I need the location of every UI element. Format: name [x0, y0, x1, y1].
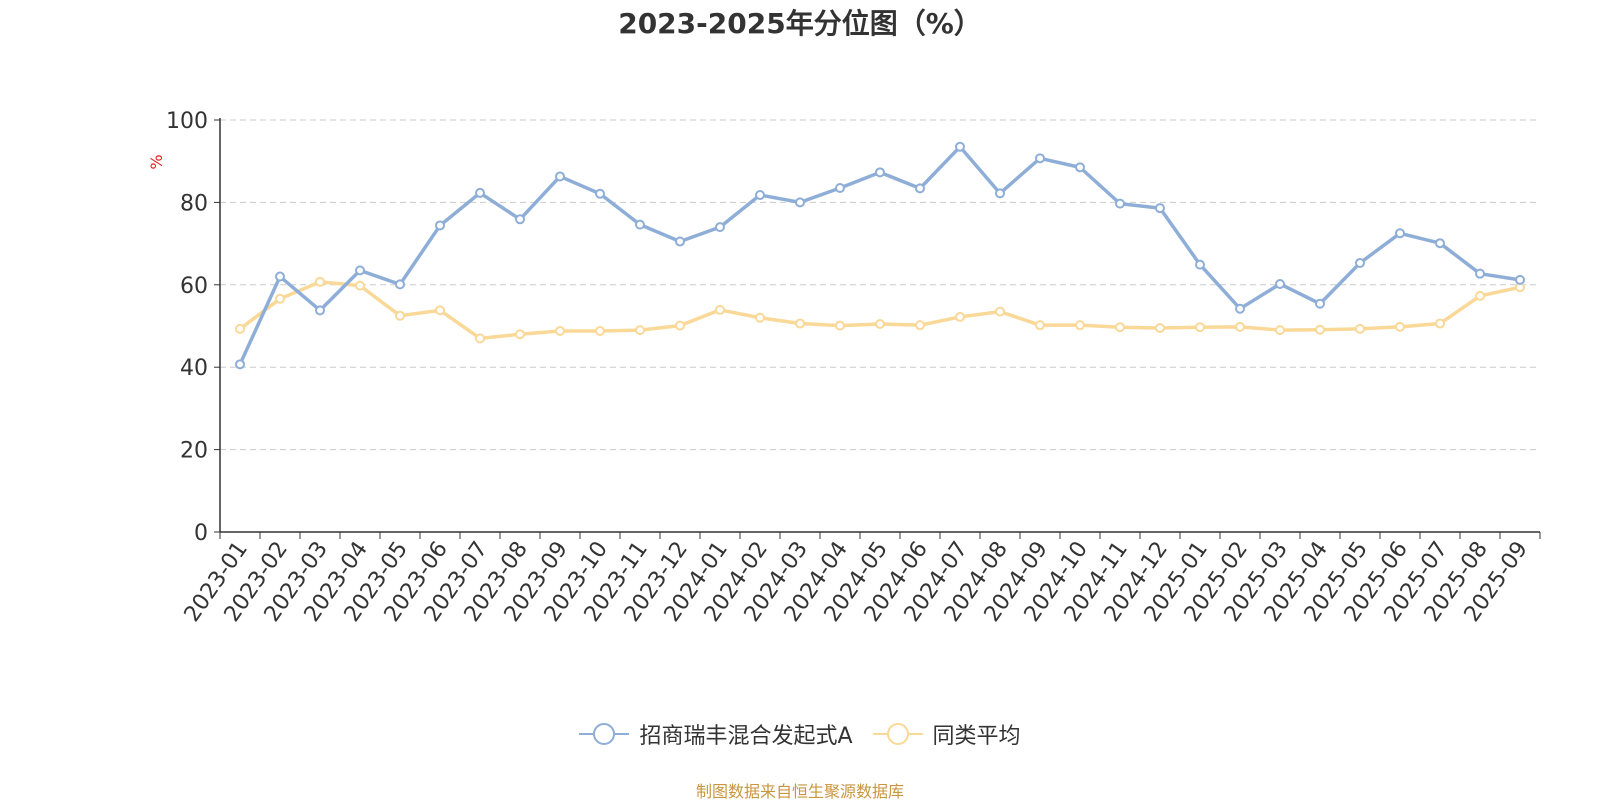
data-point[interactable] [675, 236, 685, 247]
data-point[interactable] [1235, 303, 1245, 314]
legend: 招商瑞丰混合发起式A 同类平均 [0, 718, 1600, 750]
data-point[interactable] [515, 214, 525, 225]
series-1 [235, 276, 1525, 344]
series-line [238, 145, 1521, 366]
data-point[interactable] [395, 279, 405, 290]
data-point[interactable] [675, 320, 685, 331]
data-point[interactable] [515, 329, 525, 340]
y-tick-label: 60 [180, 274, 208, 299]
legend-label-fund: 招商瑞丰混合发起式A [639, 724, 853, 749]
data-point[interactable] [315, 305, 325, 316]
data-point[interactable] [1275, 325, 1285, 336]
series-line [238, 280, 1521, 341]
data-point[interactable] [435, 305, 445, 316]
data-source-note: 制图数据来自恒生聚源数据库 [695, 782, 904, 801]
data-point[interactable] [1195, 322, 1205, 333]
data-point[interactable] [755, 189, 765, 200]
data-point[interactable] [555, 325, 565, 336]
percentile-line-chart: 020406080100%2023-012023-022023-032023-0… [147, 109, 1541, 627]
data-point[interactable] [715, 222, 725, 233]
data-point[interactable] [595, 325, 605, 336]
series-0 [235, 141, 1525, 370]
data-point[interactable] [235, 323, 245, 334]
data-point[interactable] [875, 167, 885, 178]
data-point[interactable] [1035, 320, 1045, 331]
data-point[interactable] [835, 320, 845, 331]
data-point[interactable] [1515, 274, 1525, 285]
y-tick-label: 100 [166, 109, 208, 134]
data-point[interactable] [435, 220, 445, 231]
data-point[interactable] [635, 219, 645, 230]
data-point[interactable] [995, 188, 1005, 199]
legend-marker-fund-icon [579, 723, 630, 745]
data-point[interactable] [275, 271, 285, 282]
data-point[interactable] [1155, 323, 1165, 334]
data-point[interactable] [315, 276, 325, 287]
data-point[interactable] [1075, 162, 1085, 173]
y-tick-label: 20 [180, 439, 208, 464]
legend-item-average[interactable]: 同类平均 [872, 718, 1021, 750]
y-tick-label: 0 [194, 521, 208, 546]
grid-lines [220, 119, 1540, 451]
data-point[interactable] [1155, 203, 1165, 214]
data-point[interactable] [755, 312, 765, 323]
data-point[interactable] [1395, 228, 1405, 239]
legend-label-average: 同类平均 [932, 724, 1021, 749]
data-point[interactable] [355, 265, 365, 276]
data-point[interactable] [475, 333, 485, 344]
data-point[interactable] [1395, 321, 1405, 332]
data-point[interactable] [395, 310, 405, 321]
data-point[interactable] [795, 318, 805, 329]
data-point[interactable] [1475, 290, 1485, 301]
data-point[interactable] [595, 188, 605, 199]
data-point[interactable] [1475, 268, 1485, 279]
data-point[interactable] [1075, 320, 1085, 331]
data-point[interactable] [275, 293, 285, 304]
data-point[interactable] [875, 318, 885, 329]
data-point[interactable] [1235, 321, 1245, 332]
data-point[interactable] [555, 171, 565, 182]
data-point[interactable] [1435, 318, 1445, 329]
data-point[interactable] [1315, 298, 1325, 309]
data-point[interactable] [995, 306, 1005, 317]
data-point[interactable] [1435, 238, 1445, 249]
data-point[interactable] [1315, 324, 1325, 335]
series-lines [235, 141, 1525, 370]
legend-item-fund[interactable]: 招商瑞丰混合发起式A [579, 718, 853, 750]
data-point[interactable] [955, 311, 965, 322]
data-point[interactable] [635, 325, 645, 336]
legend-marker-average-icon [872, 723, 923, 745]
chart-title: 2023-2025年分位图（%） [618, 7, 982, 40]
data-point[interactable] [475, 187, 485, 198]
data-point[interactable] [1115, 322, 1125, 333]
data-point[interactable] [1355, 257, 1365, 268]
y-tick-label: 80 [180, 191, 208, 216]
data-point[interactable] [915, 320, 925, 331]
data-point[interactable] [1035, 153, 1045, 164]
data-point[interactable] [1115, 198, 1125, 209]
y-axis-label: % [147, 154, 166, 169]
data-point[interactable] [1355, 323, 1365, 334]
data-point[interactable] [955, 141, 965, 152]
data-point[interactable] [795, 197, 805, 208]
data-point[interactable] [235, 359, 245, 370]
data-point[interactable] [355, 280, 365, 291]
y-tick-label: 40 [180, 356, 208, 381]
data-point[interactable] [1195, 259, 1205, 270]
data-point[interactable] [715, 304, 725, 315]
data-point[interactable] [915, 183, 925, 194]
data-point[interactable] [1275, 278, 1285, 289]
data-point[interactable] [835, 182, 845, 193]
